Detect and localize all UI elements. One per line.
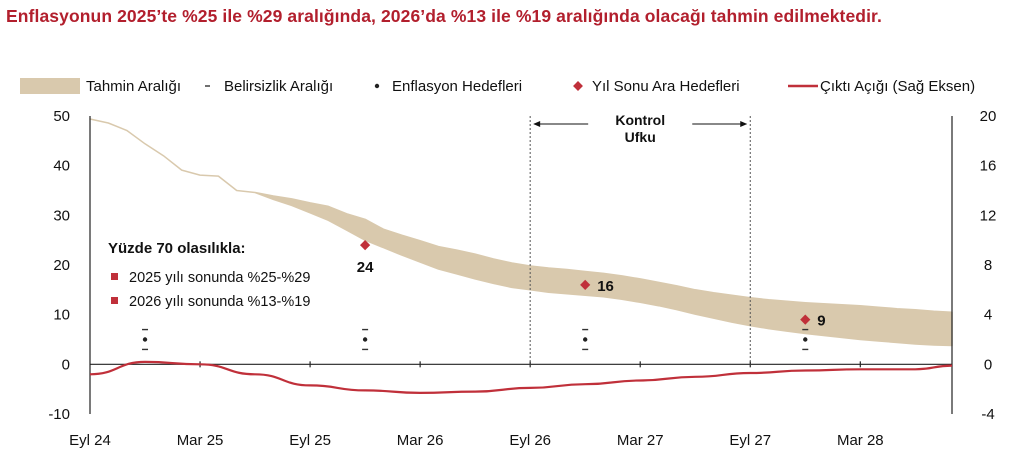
- right-tick-label: 12: [980, 207, 997, 224]
- forecast-band-layer: [89, 118, 953, 347]
- legend-dot-marker: [374, 83, 380, 89]
- x-tick-label: Eyl 24: [69, 432, 111, 449]
- legend-label: Belirsizlik Aralığı: [224, 78, 333, 95]
- control-horizon-label-line1: Kontrol: [615, 112, 665, 128]
- output-gap-layer: [89, 360, 953, 395]
- interim-target-label: 24: [357, 259, 374, 276]
- chart-headline: Enflasyonun 2025’te %25 ile %29 aralığın…: [6, 6, 882, 26]
- left-tick-label: -10: [48, 406, 70, 423]
- legend-label: Enflasyon Hedefleri: [392, 78, 522, 95]
- legend-label: Tahmin Aralığı: [86, 78, 181, 95]
- probability-annotation: Yüzde 70 olasılıkla: 2025 yılı sonunda %…: [108, 240, 310, 310]
- probability-bullet-2025: [111, 273, 118, 280]
- legend-band-swatch: [20, 78, 80, 94]
- inflation-target-dot: [582, 337, 588, 342]
- probability-title: Yüzde 70 olasılıkla:: [108, 240, 246, 257]
- right-tick-label: 4: [984, 307, 992, 324]
- probability-item-2025: 2025 yılı sonunda %25-%29: [129, 270, 310, 286]
- left-tick-label: 10: [53, 307, 70, 324]
- interim-target-diamond: [580, 279, 591, 290]
- control-horizon-arrowhead-left: [533, 121, 541, 127]
- axes-layer: -10 0 10 20 30 40 50 -4 0 4 8 12 16 20 Eyl 24 Mar 25 Eyl…: [48, 108, 996, 449]
- right-tick-label: 20: [980, 108, 997, 125]
- legend-label: Çıktı Açığı (Sağ Eksen): [820, 78, 975, 95]
- left-tick-label: 40: [53, 158, 70, 175]
- interim-target-label: 9: [817, 313, 825, 330]
- right-tick-label: 16: [980, 158, 997, 175]
- markers-layer: 24 16 9: [142, 240, 826, 351]
- output-gap-line: [89, 360, 953, 395]
- inflation-target-dot: [142, 337, 148, 342]
- legend-diamond-marker: [573, 81, 583, 91]
- left-tick-label: 30: [53, 207, 70, 224]
- legend-label: Yıl Sonu Ara Hedefleri: [592, 78, 740, 95]
- control-horizon-arrowhead-right: [740, 121, 748, 127]
- inflation-target-dot: [803, 337, 808, 342]
- probability-bullet-2026: [111, 297, 118, 304]
- forecast-band-area: [89, 118, 953, 347]
- x-tick-label: Eyl 25: [289, 432, 331, 449]
- x-tick-label: Mar 28: [837, 432, 884, 449]
- probability-item-2026: 2026 yılı sonunda %13-%19: [129, 294, 310, 310]
- left-tick-label: 0: [62, 356, 70, 373]
- x-tick-label: Mar 26: [397, 432, 444, 449]
- control-horizon-label-line2: Ufku: [625, 129, 656, 145]
- left-tick-label: 50: [53, 108, 70, 125]
- interim-target-label: 16: [597, 278, 614, 295]
- x-tick-label: Eyl 26: [509, 432, 551, 449]
- right-tick-label: -4: [981, 406, 994, 423]
- x-tick-label: Eyl 27: [729, 432, 771, 449]
- left-tick-label: 20: [53, 257, 70, 274]
- x-tick-label: Mar 27: [617, 432, 664, 449]
- right-tick-label: 0: [984, 356, 992, 373]
- inflation-target-dot: [362, 337, 368, 342]
- chart-legend: Tahmin Aralığı Belirsizlik Aralığı Enflasy…: [20, 78, 975, 95]
- right-tick-label: 8: [984, 257, 992, 274]
- x-tick-label: Mar 25: [177, 432, 224, 449]
- interim-target-diamond: [360, 240, 371, 251]
